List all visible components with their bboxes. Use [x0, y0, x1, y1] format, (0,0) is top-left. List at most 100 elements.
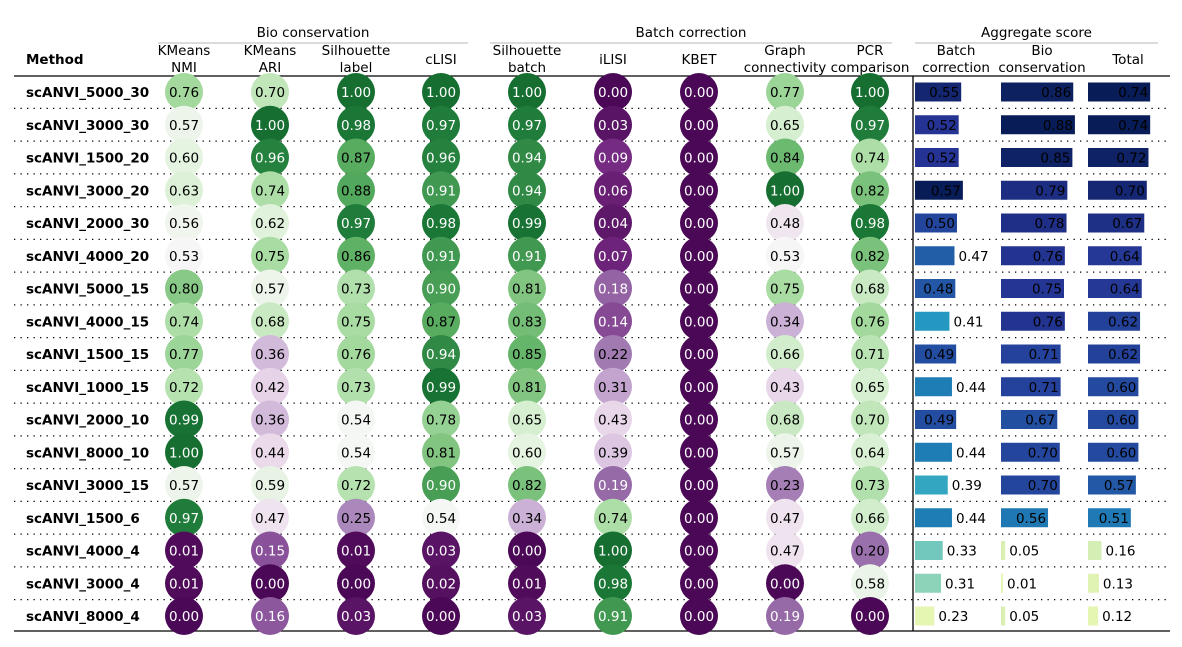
- score-circle-label: 0.57: [169, 118, 199, 134]
- column-header-7-line1: Graph: [764, 43, 805, 59]
- score-circle: [251, 269, 289, 308]
- score-bar-label: 0.50: [925, 216, 955, 232]
- score-circle: [680, 335, 718, 373]
- score-circle-label: 0.01: [169, 576, 199, 592]
- score-circle: [337, 531, 375, 570]
- score-circle-label: 0.00: [684, 445, 714, 461]
- score-bar: [1088, 573, 1099, 593]
- group-header-2: Aggregate score: [981, 25, 1092, 41]
- score-circle: [422, 138, 460, 177]
- score-bar-label: 0.67: [1025, 413, 1055, 429]
- score-bar: [915, 311, 950, 331]
- score-bar: [915, 410, 957, 429]
- score-circle-label: 0.98: [426, 216, 456, 232]
- score-circle: [422, 335, 460, 373]
- row-method-label: scANVI_5000_30: [26, 85, 149, 101]
- score-circle: [422, 105, 460, 144]
- score-circle: [766, 204, 804, 242]
- score-circle-label: 0.86: [341, 249, 371, 265]
- score-circle: [508, 564, 546, 603]
- score-bar-label: 0.44: [956, 445, 986, 461]
- score-circle: [422, 204, 460, 242]
- score-bar-label: 0.23: [938, 609, 968, 625]
- score-circle: [851, 498, 889, 537]
- score-circle: [680, 302, 718, 341]
- score-bar-label: 0.57: [931, 183, 961, 199]
- score-circle: [337, 204, 375, 242]
- score-circle: [851, 138, 889, 177]
- score-circle: [680, 367, 718, 406]
- score-circle: [251, 400, 289, 439]
- score-circle: [680, 171, 718, 210]
- score-circle-label: 0.54: [341, 413, 371, 429]
- score-circle: [165, 138, 203, 177]
- score-bar: [1001, 442, 1060, 462]
- score-circle: [594, 564, 632, 603]
- column-header-5: iLISI: [599, 52, 627, 68]
- score-circle: [766, 73, 804, 111]
- score-circle: [594, 433, 632, 472]
- score-circle: [766, 138, 804, 177]
- score-circle: [508, 204, 546, 242]
- score-bar-label: 0.13: [1103, 576, 1133, 592]
- score-circle-label: 0.23: [770, 478, 800, 494]
- score-circle: [251, 138, 289, 177]
- score-bar: [1001, 311, 1065, 331]
- row-method-label: scANVI_3000_15: [26, 478, 149, 494]
- score-circle: [766, 236, 804, 275]
- score-bar: [915, 213, 957, 233]
- score-circle: [422, 367, 460, 406]
- score-bar-label: 0.70: [1028, 445, 1058, 461]
- score-bar-label: 0.71: [1029, 347, 1059, 363]
- score-bar: [915, 180, 963, 200]
- score-circle: [165, 335, 203, 373]
- score-circle-label: 0.64: [855, 445, 885, 461]
- score-circle: [165, 236, 203, 275]
- score-circle-label: 0.04: [598, 216, 628, 232]
- score-circle-label: 0.65: [855, 380, 885, 396]
- score-circle: [594, 138, 632, 177]
- score-circle: [165, 367, 203, 406]
- score-circle: [422, 564, 460, 603]
- score-circle-label: 0.57: [255, 282, 285, 298]
- score-circle: [851, 564, 889, 603]
- score-circle-label: 0.39: [598, 445, 628, 461]
- score-bar-label: 0.44: [956, 380, 986, 396]
- score-circle-label: 0.97: [512, 118, 542, 134]
- score-circle-label: 0.07: [598, 249, 628, 265]
- score-circle: [508, 73, 546, 111]
- score-circle-label: 0.76: [169, 85, 199, 101]
- score-circle: [251, 335, 289, 373]
- score-circle: [251, 367, 289, 406]
- column-header-9-line2: correction: [922, 60, 990, 76]
- score-circle-label: 0.76: [341, 347, 371, 363]
- score-circle: [766, 302, 804, 341]
- score-bar: [1001, 410, 1058, 429]
- score-circle-label: 0.87: [426, 314, 456, 330]
- score-circle: [165, 564, 203, 603]
- score-circle: [422, 466, 460, 504]
- score-circle: [594, 269, 632, 308]
- score-circle-label: 0.16: [255, 609, 285, 625]
- score-circle: [766, 400, 804, 439]
- score-circle: [594, 466, 632, 504]
- score-circle-label: 0.00: [684, 249, 714, 265]
- score-circle-label: 1.00: [169, 445, 199, 461]
- score-circle: [165, 400, 203, 439]
- score-circle: [680, 269, 718, 308]
- score-circle-label: 0.87: [341, 151, 371, 167]
- score-bar-label: 0.64: [1110, 249, 1140, 265]
- column-header-1-line2: ARI: [259, 60, 282, 76]
- score-bar: [1088, 148, 1149, 167]
- score-circle: [766, 367, 804, 406]
- column-header-10-line2: conservation: [998, 60, 1085, 76]
- score-circle: [337, 498, 375, 537]
- score-circle-label: 0.60: [169, 151, 199, 167]
- score-circle: [165, 73, 203, 111]
- score-circle-label: 0.83: [512, 314, 542, 330]
- score-circle: [337, 433, 375, 472]
- score-circle-label: 0.14: [598, 314, 628, 330]
- score-circle-label: 0.75: [341, 314, 371, 330]
- score-circle: [508, 466, 546, 504]
- score-circle-label: 0.77: [169, 347, 199, 363]
